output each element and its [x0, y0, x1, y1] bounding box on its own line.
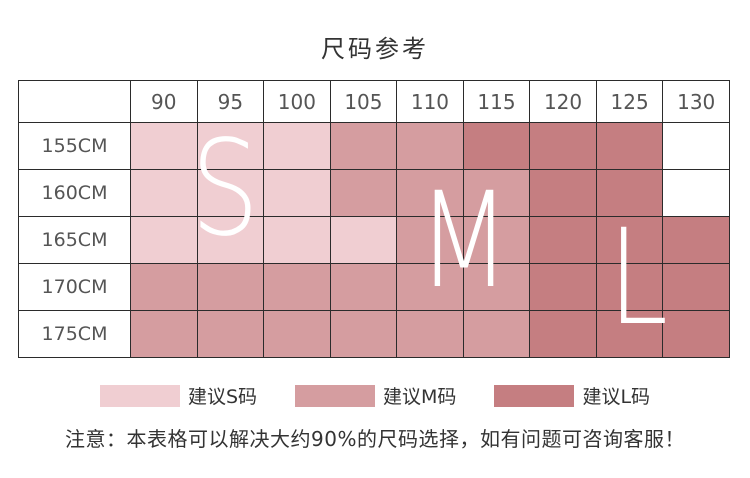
size-cell [329, 216, 398, 264]
size-cell [130, 263, 198, 311]
table-row: 155CM [18, 122, 730, 170]
row-header: 160CM [18, 169, 131, 217]
col-header: 125 [595, 80, 664, 123]
size-cell [130, 216, 198, 264]
size-cell [263, 216, 331, 264]
size-cell [529, 169, 597, 217]
size-cell [462, 169, 531, 217]
size-cell [263, 263, 331, 311]
size-cell [529, 122, 597, 170]
legend-swatch-s [99, 384, 180, 407]
table-row: 160CM [18, 169, 730, 217]
size-cell [396, 263, 464, 311]
legend: 建议S码 建议M码 建议L码 [0, 382, 750, 409]
size-cell [396, 169, 464, 217]
size-cell [529, 216, 597, 264]
legend-swatch-l [494, 384, 575, 407]
legend-swatch-m [295, 384, 376, 407]
size-cell [329, 122, 398, 170]
size-cell [196, 263, 265, 311]
size-cell [329, 169, 398, 217]
col-header: 110 [396, 80, 464, 123]
col-header: 115 [462, 80, 531, 123]
row-header: 175CM [18, 310, 131, 358]
size-cell [263, 122, 331, 170]
size-cell [595, 310, 664, 358]
legend-item-l: 建议L码 [494, 382, 650, 409]
footnote: 注意：本表格可以解决大约90%的尺码选择，如有问题可咨询客服！ [65, 427, 685, 451]
legend-item-m: 建议M码 [295, 382, 456, 409]
size-cell [263, 169, 331, 217]
size-cell [130, 310, 198, 358]
size-cell [462, 216, 531, 264]
col-header: 105 [329, 80, 398, 123]
size-cell [595, 216, 664, 264]
col-header: 90 [130, 80, 198, 123]
size-cell [462, 122, 531, 170]
size-cell [662, 122, 730, 170]
size-cell [196, 169, 265, 217]
size-cell [396, 310, 464, 358]
size-cell [396, 122, 464, 170]
size-cell [196, 310, 265, 358]
size-cell [396, 216, 464, 264]
size-grid: 90 95 100 105 110 115 120 125 130 155CM 160CM 165C… [18, 80, 730, 358]
legend-label-s: 建议S码 [187, 386, 258, 408]
legend-item-s: 建议S码 [99, 382, 258, 409]
size-cell [662, 169, 730, 217]
corner-cell [18, 80, 131, 123]
table-row: 170CM [18, 263, 730, 311]
size-cell [329, 263, 398, 311]
col-header: 95 [196, 80, 265, 123]
size-cell [462, 263, 531, 311]
page-title: 尺码参考 [321, 35, 429, 63]
size-cell [595, 169, 664, 217]
size-cell [529, 310, 597, 358]
row-header: 170CM [18, 263, 131, 311]
size-cell [263, 310, 331, 358]
size-cell [662, 216, 730, 264]
col-header: 120 [529, 80, 597, 123]
size-cell [595, 263, 664, 311]
table-row: 175CM [18, 310, 730, 358]
size-cell [130, 169, 198, 217]
size-cell [595, 122, 664, 170]
row-header: 165CM [18, 216, 131, 264]
size-cell [662, 263, 730, 311]
size-cell [329, 310, 398, 358]
col-header: 130 [662, 80, 730, 123]
size-cell [130, 122, 198, 170]
size-table-area: 90 95 100 105 110 115 120 125 130 155CM 160CM 165C… [18, 80, 730, 358]
legend-label-l: 建议L码 [582, 386, 651, 408]
legend-label-m: 建议M码 [383, 386, 457, 408]
row-header: 155CM [18, 122, 131, 170]
table-row: 165CM [18, 216, 730, 264]
size-cell [196, 216, 265, 264]
size-cell [662, 310, 730, 358]
size-cell [462, 310, 531, 358]
col-header: 100 [263, 80, 331, 123]
size-cell [529, 263, 597, 311]
size-cell [196, 122, 265, 170]
